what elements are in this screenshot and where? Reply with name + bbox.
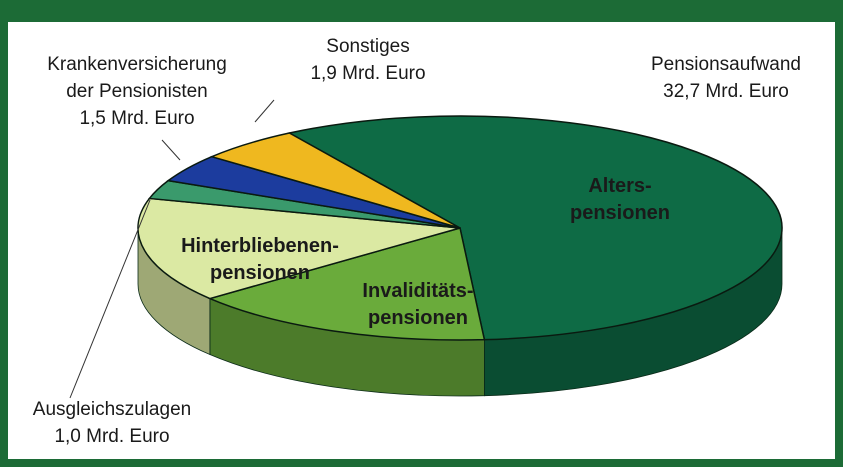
slice [137, 197, 461, 300]
labels: Alters-pensionenInvaliditäts-pensionenHi… [33, 36, 801, 447]
outer-label-line: der Pensionisten [66, 81, 208, 102]
slice-label: Alters-pensionen [570, 175, 670, 224]
group-label-line: 32,7 Mrd. Euro [663, 81, 789, 102]
outer-label-line: 1,5 Mrd. Euro [79, 108, 194, 129]
slice-label-line: Invaliditäts- [362, 280, 473, 302]
pie [137, 115, 783, 397]
outer-label: Ausgleichszulagen 1,0 Mrd. Euro [33, 399, 191, 447]
slice [207, 227, 486, 341]
outer-label-line: 1,9 Mrd. Euro [310, 63, 425, 84]
outer-label-line: Ausgleichszulagen [33, 399, 191, 420]
outer-label: Krankenversicherung der Pensionisten 1,5 M… [47, 54, 227, 129]
slice [209, 132, 461, 229]
leader-line [161, 139, 181, 161]
group-label: Pensionsaufwand 32,7 Mrd. Euro [651, 54, 801, 102]
slice-label: Hinterbliebenen-pensionen [181, 235, 339, 284]
slice-label-line: pensionen [570, 202, 670, 224]
leader-line [69, 199, 151, 399]
slice-label: Invaliditäts-pensionen [362, 280, 473, 329]
outer-label: Sonstiges 1,9 Mrd. Euro [310, 36, 425, 84]
slice-label-line: Alters- [588, 175, 651, 197]
slice [287, 115, 783, 341]
outer-label-line: Krankenversicherung [47, 54, 227, 75]
outer-label-line: Sonstiges [326, 36, 409, 57]
slice-label-line: Hinterbliebenen- [181, 235, 339, 257]
leader-line [254, 99, 275, 123]
slice-label-line: pensionen [210, 262, 310, 284]
outer-label-line: 1,0 Mrd. Euro [54, 426, 169, 447]
slice-label-line: pensionen [368, 307, 468, 329]
group-label-line: Pensionsaufwand [651, 54, 801, 75]
